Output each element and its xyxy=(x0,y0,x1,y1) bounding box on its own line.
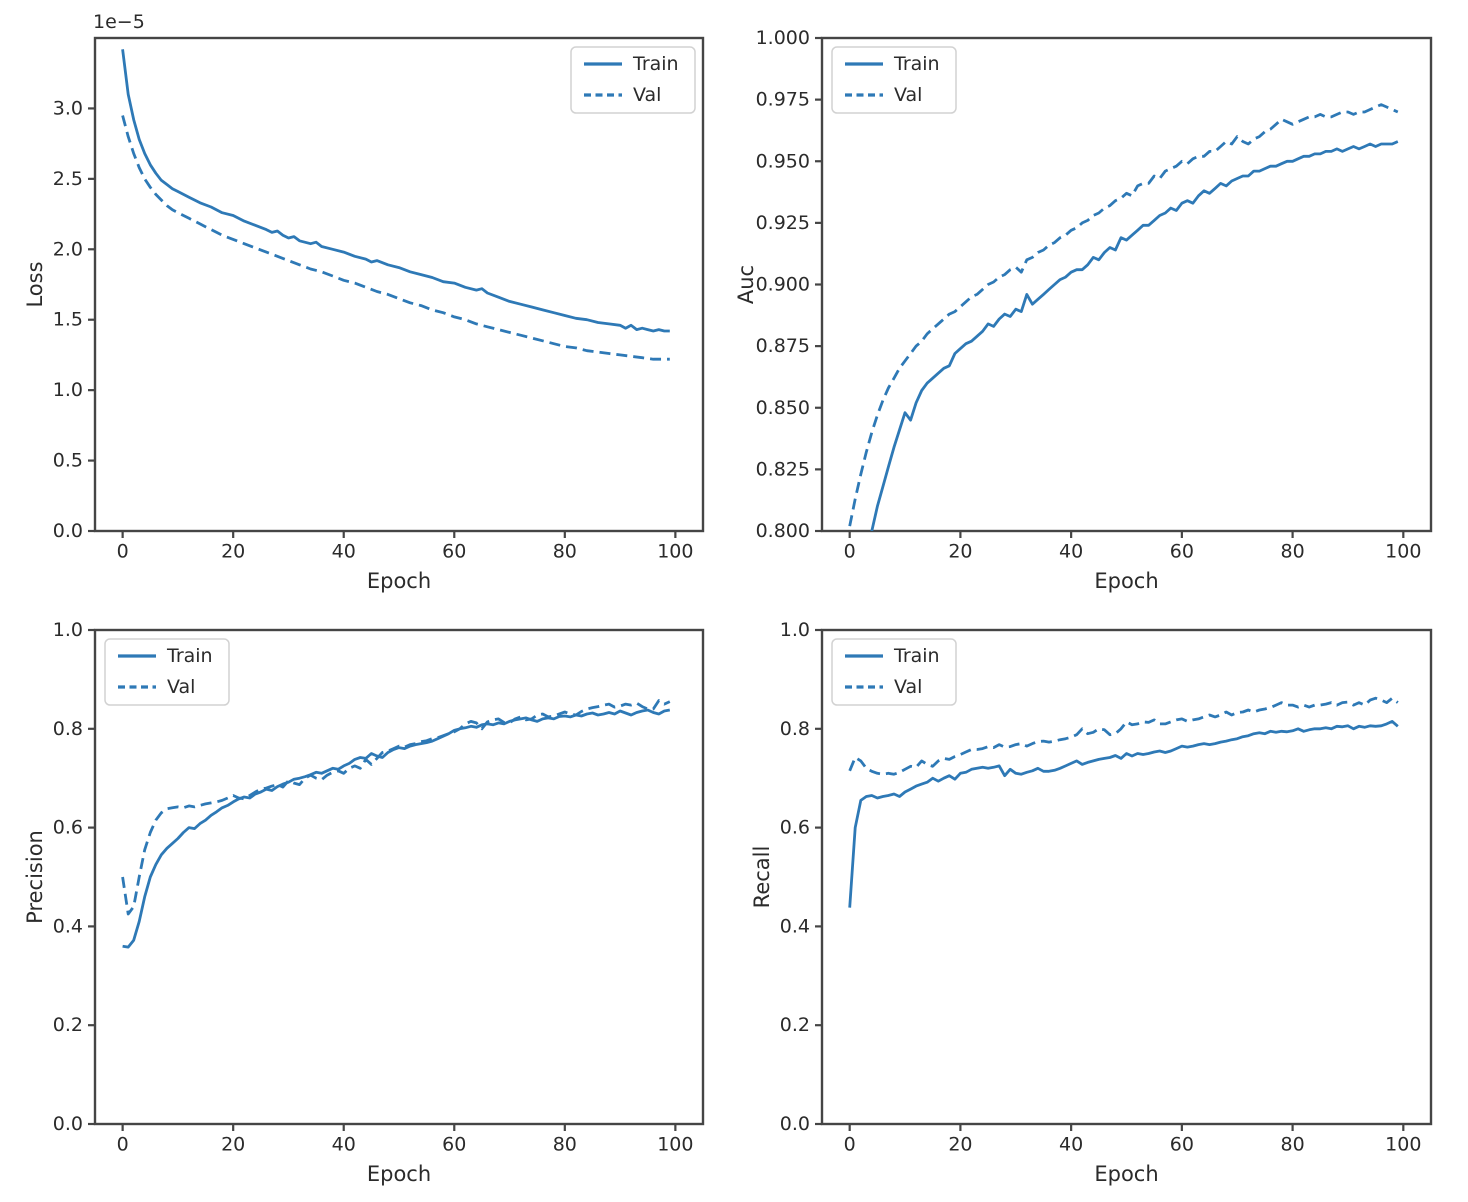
recall-legend-train-label: Train xyxy=(893,645,940,667)
auc-ytick-label: 1.000 xyxy=(756,27,810,49)
auc-xaxis-label: Epoch xyxy=(1094,569,1158,593)
loss-legend-train-label: Train xyxy=(632,53,679,75)
precision-xtick-label: 80 xyxy=(553,1134,577,1156)
precision-axes-frame xyxy=(93,628,705,1126)
auc-xtick-label: 20 xyxy=(948,541,972,563)
precision-yaxis-label: Precision xyxy=(23,830,47,924)
auc-legend: Train Val xyxy=(831,46,957,114)
loss-ytick-label: 2.0 xyxy=(53,238,83,260)
loss-ytick-label: 0.5 xyxy=(53,450,83,472)
recall-xaxis-label: Epoch xyxy=(1094,1162,1158,1186)
precision-ytick-label: 1.0 xyxy=(53,619,83,641)
precision-ytick-label: 0.4 xyxy=(53,915,83,937)
precision-legend-train-label: Train xyxy=(166,645,213,667)
recall-yaxis-label: Recall xyxy=(750,846,774,909)
recall-ytick-label: 0.0 xyxy=(780,1113,810,1135)
subplot-loss: 0 20 40 60 80 100 0.0 0.5 1.0 1.5 2.0 2.5 3.0 Epoch Lo… xyxy=(23,11,705,593)
auc-xtick-label: 0 xyxy=(844,541,856,563)
recall-xtick-label: 60 xyxy=(1170,1134,1194,1156)
auc-ytick-label: 0.950 xyxy=(756,150,810,172)
precision-ytick-label: 0.0 xyxy=(53,1113,83,1135)
loss-ytick-label: 0.0 xyxy=(53,520,83,542)
loss-ytick-label: 2.5 xyxy=(53,168,83,190)
recall-ytick-label: 0.6 xyxy=(780,817,810,839)
loss-xaxis-label: Epoch xyxy=(367,569,431,593)
loss-scale-offset-label: 1e−5 xyxy=(93,11,145,33)
auc-ytick-label: 0.875 xyxy=(756,335,810,357)
recall-xtick-label: 40 xyxy=(1059,1134,1083,1156)
loss-legend: Train Val xyxy=(570,46,696,114)
recall-ytick-label: 0.2 xyxy=(780,1014,810,1036)
precision-val-line xyxy=(121,699,671,916)
auc-val-line xyxy=(848,103,1399,527)
loss-ytick-label: 1.0 xyxy=(53,379,83,401)
auc-legend-train-label: Train xyxy=(893,53,940,75)
loss-xtick-label: 60 xyxy=(442,541,466,563)
auc-legend-val-label: Val xyxy=(894,84,922,106)
subplot-precision: 0 20 40 60 80 100 0.0 0.2 0.4 0.6 0.8 1.0 Epoch Preci… xyxy=(23,619,705,1186)
loss-xtick-label: 100 xyxy=(657,541,693,563)
recall-train-line xyxy=(848,720,1399,908)
precision-ytick-label: 0.6 xyxy=(53,817,83,839)
recall-xtick-label: 100 xyxy=(1385,1134,1421,1156)
auc-ytick-label: 0.975 xyxy=(756,89,810,111)
auc-ytick-label: 0.925 xyxy=(756,212,810,234)
subplot-recall: 0 20 40 60 80 100 0.0 0.2 0.4 0.6 0.8 1.0 Epoch Recal… xyxy=(750,619,1433,1186)
precision-xtick-label: 0 xyxy=(117,1134,129,1156)
recall-ytick-label: 1.0 xyxy=(780,619,810,641)
loss-xtick-label: 80 xyxy=(553,541,577,563)
precision-xaxis-label: Epoch xyxy=(367,1162,431,1186)
precision-train-line xyxy=(122,708,671,949)
auc-ytick-label: 0.800 xyxy=(756,520,810,542)
loss-yaxis-label: Loss xyxy=(23,261,47,307)
recall-xtick-label: 20 xyxy=(948,1134,972,1156)
precision-xtick-label: 20 xyxy=(221,1134,245,1156)
recall-ytick-label: 0.8 xyxy=(780,718,810,740)
recall-xtick-label: 0 xyxy=(844,1134,856,1156)
auc-ytick-label: 0.850 xyxy=(756,397,810,419)
loss-legend-val-label: Val xyxy=(633,84,661,106)
precision-legend-val-label: Val xyxy=(167,676,195,698)
auc-xtick-label: 80 xyxy=(1280,541,1304,563)
loss-xtick-label: 20 xyxy=(221,541,245,563)
recall-legend: Train Val xyxy=(831,638,957,706)
loss-axes-frame xyxy=(93,36,705,533)
precision-legend: Train Val xyxy=(104,638,230,706)
precision-ytick-label: 0.8 xyxy=(53,718,83,740)
precision-xtick-label: 60 xyxy=(442,1134,466,1156)
auc-ytick-label: 0.900 xyxy=(756,274,810,296)
recall-ytick-label: 0.4 xyxy=(780,915,810,937)
subplot-auc: 0 20 40 60 80 100 0.800 0.825 0.850 0.875 0.900 0.9… xyxy=(734,27,1433,593)
auc-xtick-label: 40 xyxy=(1059,541,1083,563)
loss-train-line xyxy=(121,49,670,333)
recall-xtick-label: 80 xyxy=(1280,1134,1304,1156)
precision-ytick-label: 0.2 xyxy=(53,1014,83,1036)
auc-train-line xyxy=(870,140,1399,531)
recall-axes-frame xyxy=(820,628,1433,1126)
loss-ytick-label: 1.5 xyxy=(53,309,83,331)
precision-xtick-label: 40 xyxy=(332,1134,356,1156)
auc-xtick-label: 100 xyxy=(1385,541,1421,563)
loss-xtick-label: 0 xyxy=(117,541,129,563)
loss-val-line xyxy=(121,115,670,361)
loss-xtick-label: 40 xyxy=(332,541,356,563)
precision-xtick-label: 100 xyxy=(657,1134,693,1156)
auc-ytick-label: 0.825 xyxy=(756,458,810,480)
loss-ytick-label: 3.0 xyxy=(53,97,83,119)
recall-legend-val-label: Val xyxy=(894,676,922,698)
recall-val-line xyxy=(848,696,1399,776)
auc-xtick-label: 60 xyxy=(1170,541,1194,563)
auc-yaxis-label: Auc xyxy=(734,265,758,304)
